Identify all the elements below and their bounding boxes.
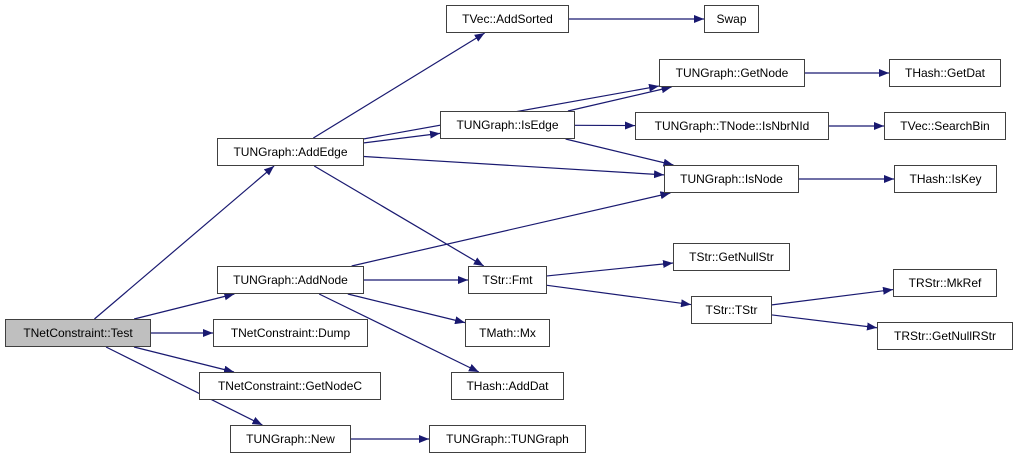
node-test[interactable]: TNetConstraint::Test bbox=[5, 319, 151, 347]
node-mx[interactable]: TMath::Mx bbox=[465, 319, 550, 347]
edge-addedge-to-isnode bbox=[363, 155, 665, 179]
node-adddat[interactable]: THash::AddDat bbox=[451, 372, 564, 400]
node-addedge[interactable]: TUNGraph::AddEdge bbox=[217, 138, 364, 166]
node-dump[interactable]: TNetConstraint::Dump bbox=[213, 319, 368, 347]
edge-test-to-addnode bbox=[133, 292, 235, 320]
node-addsorted[interactable]: TVec::AddSorted bbox=[446, 5, 569, 33]
edge-isedge-to-isnode bbox=[565, 138, 674, 167]
node-isnode[interactable]: TUNGraph::IsNode bbox=[664, 165, 799, 193]
node-new[interactable]: TUNGraph::New bbox=[230, 425, 351, 453]
edge-fmt-to-getnullstr bbox=[546, 260, 674, 277]
node-searchbin[interactable]: TVec::SearchBin bbox=[884, 112, 1006, 140]
node-fmt[interactable]: TStr::Fmt bbox=[468, 266, 547, 294]
node-mkref[interactable]: TRStr::MkRef bbox=[893, 269, 997, 297]
edge-isedge-to-getnode bbox=[567, 85, 672, 112]
edge-addnode-to-mx bbox=[347, 293, 466, 325]
edge-fmt-to-tstr bbox=[546, 284, 692, 308]
node-getnullstr[interactable]: TStr::GetNullStr bbox=[673, 243, 790, 271]
node-getnodec[interactable]: TNetConstraint::GetNodeC bbox=[199, 372, 381, 400]
edge-test-to-addedge bbox=[94, 165, 275, 320]
node-tstr[interactable]: TStr::TStr bbox=[691, 296, 772, 324]
edge-tstr-to-mkref bbox=[771, 286, 894, 306]
edge-tstr-to-getnullrstr bbox=[771, 314, 878, 331]
edge-addedge-to-fmt bbox=[313, 165, 485, 267]
node-tungraph[interactable]: TUNGraph::TUNGraph bbox=[429, 425, 586, 453]
node-swap[interactable]: Swap bbox=[704, 5, 759, 33]
node-isedge[interactable]: TUNGraph::IsEdge bbox=[440, 111, 575, 139]
edge-addnode-to-adddat bbox=[318, 293, 480, 373]
node-isnbrnid[interactable]: TUNGraph::TNode::IsNbrNId bbox=[635, 112, 829, 140]
edge-addnode-to-isnode bbox=[351, 191, 671, 267]
node-getnode[interactable]: TUNGraph::GetNode bbox=[659, 59, 805, 87]
edge-addedge-to-addsorted bbox=[313, 32, 485, 139]
node-getnullrstr[interactable]: TRStr::GetNullRStr bbox=[877, 322, 1013, 350]
edge-test-to-new bbox=[105, 346, 263, 426]
edge-addedge-to-isedge bbox=[363, 130, 441, 144]
node-addnode[interactable]: TUNGraph::AddNode bbox=[217, 266, 364, 294]
node-iskey[interactable]: THash::IsKey bbox=[894, 165, 997, 193]
edge-test-to-getnodec bbox=[133, 346, 235, 374]
node-getdat[interactable]: THash::GetDat bbox=[889, 59, 1001, 87]
